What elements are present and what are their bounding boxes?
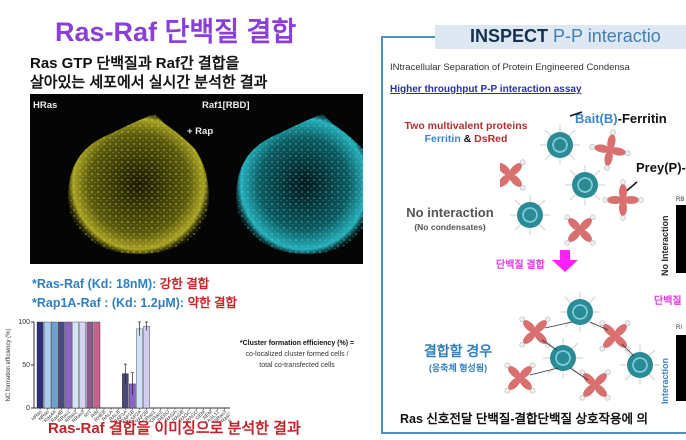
no-interaction-image: [676, 205, 686, 273]
microscopy-image: HRas Raf1[RBD] + Rap: [30, 94, 372, 264]
kd-line-ras-raf: *Ras-Raf (Kd: 18nM): 강한 결합: [32, 273, 209, 292]
subtitle-line-2: 살아있는 세포에서 실시간 분석한 결과: [30, 74, 268, 91]
two-proteins-label: Two multivalent proteins Ferritin & DsRe…: [396, 120, 536, 146]
acronym-line: INtracellular Separation of Protein Engi…: [390, 62, 630, 73]
nc-formation-bar-chart: NC formation efficiency (%) 0 50 100 HRas NRa…: [0, 312, 251, 428]
kd-ras-raf-result: 강한 결합: [159, 277, 210, 291]
inspect-header-bg: [435, 25, 686, 49]
binding-case-label: 결합할 경우 (응축체 형성됨): [408, 343, 508, 377]
binding-label: 단백질 결합: [496, 260, 545, 271]
bait-arrow-icon: [569, 111, 583, 117]
bar-RRas1: [65, 321, 72, 409]
binding-case-main: 결합할 경우: [423, 343, 493, 359]
side-no-interaction: No Interaction: [660, 215, 670, 276]
bar-KRas4A: [51, 321, 58, 409]
inspect-title-rest: P-P interactio: [548, 26, 661, 46]
assay-line: Higher throughput P-P interaction assay: [390, 84, 582, 95]
cell-fluorescence-image: [68, 114, 372, 255]
rap-label: + Rap: [187, 126, 214, 137]
bar-RRas3: [79, 321, 86, 409]
inspect-title: INSPECT P-P interactio: [470, 26, 661, 47]
page-title: Ras-Raf 단백질 결합: [55, 17, 297, 47]
bar-RRas2: [72, 321, 79, 409]
ferritin-label: Ferritin: [424, 133, 461, 145]
dsred-label: DsRed: [474, 133, 508, 145]
y-axis-label: NC formation efficiency (%): [6, 329, 12, 402]
bar-HRas: [36, 321, 44, 409]
hras-label: HRas: [33, 100, 58, 111]
right-bottom-caption: Ras 신호전달 단백질-결합단백질 상호작용에 의: [400, 412, 648, 426]
bar-chart-svg: NC formation efficiency (%)050100HRasNRa…: [6, 319, 251, 428]
svg-text:0: 0: [26, 405, 30, 412]
down-arrow-icon: [552, 250, 578, 272]
kd-rap1a-raf-value: *Rap1A-Raf : (Kd: 1.2μM):: [32, 296, 188, 310]
note-title: *Cluster formation efficiency (%) =: [239, 340, 355, 347]
kd-line-rap1a-raf: *Rap1A-Raf : (Kd: 1.2μM): 약한 결합: [32, 292, 237, 311]
svg-text:50: 50: [22, 362, 30, 369]
side-label-bottom: RI: [676, 325, 682, 331]
note-line-1: co-localized cluster formed cells /: [245, 351, 349, 358]
inspect-title-bold: INSPECT: [470, 26, 549, 46]
side-interaction: Interaction: [660, 357, 670, 404]
no-interaction-text: No interaction: [406, 205, 494, 220]
note-line-2: total co-transfected cells: [259, 362, 335, 369]
bait-colored: Bait(B): [575, 111, 618, 126]
prey-label: Prey(P)-: [636, 160, 686, 175]
bait-label: Bait(B)-Ferritin: [575, 111, 667, 126]
binding-label-side: 단백질: [654, 296, 682, 307]
raf1-rbd-label: Raf1[RBD]: [202, 100, 250, 111]
svg-text:RIT: RIT: [83, 409, 93, 419]
bar-RIN: [93, 321, 101, 409]
bar-RAP2B: [143, 326, 150, 409]
protein-diagram: [500, 111, 661, 410]
no-condensates-text: (No condensates): [414, 222, 486, 232]
left-bottom-caption: Ras-Raf 결합을 이미징으로 분석한 결과: [48, 420, 301, 437]
svg-text:RIN: RIN: [90, 409, 101, 420]
bar-RIT: [86, 321, 94, 409]
bar-RASP2A: [136, 328, 143, 409]
binding-case-sub: (응축체 형성됨): [428, 363, 488, 373]
subtitle-line-1: Ras GTP 단백질과 Raf간 결합을: [30, 55, 240, 72]
interaction-image: [676, 335, 686, 401]
svg-text:100: 100: [18, 319, 30, 326]
bar-KRas4B: [58, 321, 65, 409]
cluster-efficiency-note: *Cluster formation efficiency (%) = co-l…: [222, 338, 372, 371]
side-label-top: RB: [676, 197, 685, 203]
kd-ras-raf-value: *Ras-Raf (Kd: 18nM):: [32, 277, 160, 291]
ampersand: &: [460, 133, 475, 145]
no-interaction-label: No interaction (No condensates): [400, 206, 500, 234]
two-proteins-line: Two multivalent proteins: [404, 120, 528, 132]
bar-NRas: [43, 321, 51, 409]
kd-rap1a-raf-result: 약한 결합: [187, 296, 238, 310]
bait-rest: -Ferritin: [617, 111, 667, 126]
